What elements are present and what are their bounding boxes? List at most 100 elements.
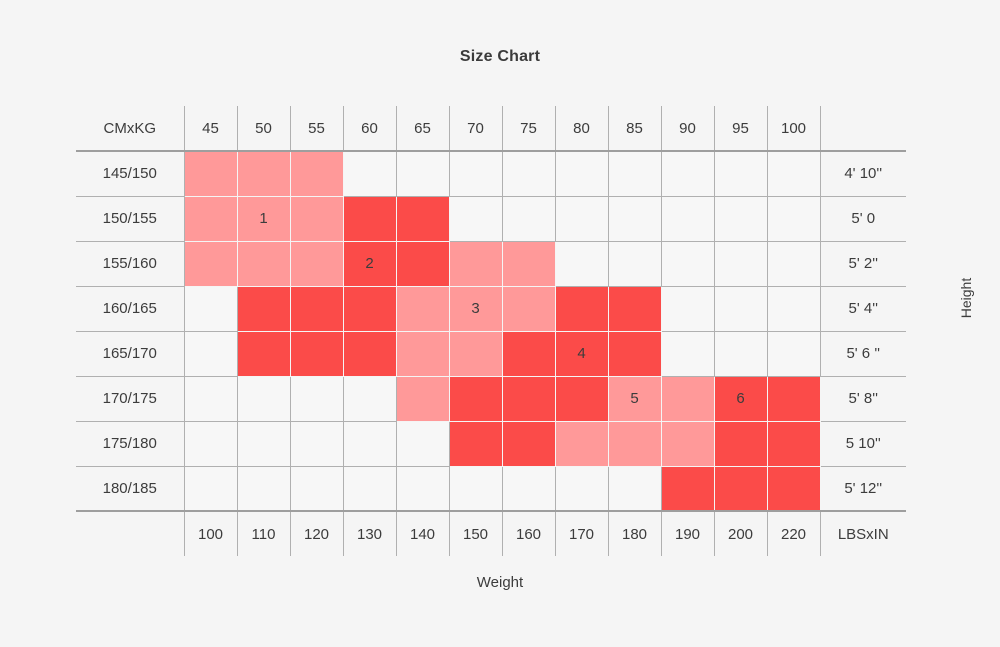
cell-r5-c10: 6 bbox=[714, 376, 767, 421]
cell-r0-c11 bbox=[766, 150, 821, 197]
header-right-spacer bbox=[820, 106, 906, 152]
cell-r6-c10 bbox=[714, 421, 767, 466]
cell-r5-c11 bbox=[767, 376, 820, 421]
cell-r0-c10 bbox=[713, 150, 768, 197]
x-bottom-tick-0: 100 bbox=[183, 510, 238, 556]
cell-r7-c3 bbox=[342, 465, 397, 512]
y-left-tick-2: 155/160 bbox=[76, 240, 185, 287]
x-bottom-tick-8: 180 bbox=[607, 510, 662, 556]
cell-r1-c1: 1 bbox=[237, 196, 290, 241]
corner-label-bottom: LBSxIN bbox=[820, 510, 906, 556]
y-left-tick-6: 175/180 bbox=[76, 420, 185, 467]
cell-r3-c7 bbox=[555, 286, 608, 331]
cell-r1-c7 bbox=[554, 195, 609, 242]
y-left-tick-5: 170/175 bbox=[76, 375, 185, 422]
cell-r2-c6 bbox=[502, 241, 555, 286]
cell-r5-c8: 5 bbox=[608, 376, 661, 421]
cell-r1-c6 bbox=[501, 195, 556, 242]
x-axis-label: Weight bbox=[476, 574, 524, 591]
x-top-tick-8: 85 bbox=[607, 106, 662, 152]
cell-r4-c6 bbox=[502, 331, 555, 376]
cell-r0-c3 bbox=[342, 150, 397, 197]
cell-r3-c10 bbox=[713, 285, 768, 332]
cell-r5-c3 bbox=[342, 375, 397, 422]
cell-r7-c6 bbox=[501, 465, 556, 512]
cell-r3-c1 bbox=[237, 286, 290, 331]
y-right-tick-3: 5' 4'' bbox=[819, 285, 906, 332]
x-top-tick-7: 80 bbox=[554, 106, 609, 152]
cell-r6-c6 bbox=[502, 421, 555, 466]
cell-r3-c5: 3 bbox=[449, 286, 502, 331]
table-row: 175/180 5 10'' bbox=[76, 420, 906, 467]
cell-r6-c9 bbox=[661, 421, 714, 466]
x-top-tick-11: 100 bbox=[766, 106, 821, 152]
cell-r3-c0 bbox=[183, 285, 238, 332]
x-bottom-tick-5: 150 bbox=[448, 510, 503, 556]
cell-r7-c1 bbox=[236, 465, 291, 512]
cell-r2-c4 bbox=[396, 241, 449, 286]
cell-r3-c4 bbox=[396, 286, 449, 331]
cell-r6-c5 bbox=[449, 421, 502, 466]
cell-r0-c4 bbox=[395, 150, 450, 197]
x-top-tick-6: 75 bbox=[501, 106, 556, 152]
cell-r3-c6 bbox=[502, 286, 555, 331]
y-left-tick-4: 165/170 bbox=[76, 330, 185, 377]
y-left-tick-1: 150/155 bbox=[76, 195, 185, 242]
table-header-row: CMxKG 45 50 55 60 65 70 75 80 85 90 95 1… bbox=[76, 106, 906, 152]
table-body: CMxKG 45 50 55 60 65 70 75 80 85 90 95 1… bbox=[76, 106, 906, 556]
cell-r7-c0 bbox=[183, 465, 238, 512]
cell-r6-c7 bbox=[555, 421, 608, 466]
footer-left-spacer bbox=[76, 510, 184, 556]
size-chart-grid: CMxKG 45 50 55 60 65 70 75 80 85 90 95 1… bbox=[76, 106, 906, 556]
cell-r2-c11 bbox=[766, 240, 821, 287]
cell-r6-c2 bbox=[289, 420, 344, 467]
cell-r2-c8 bbox=[607, 240, 662, 287]
cell-r0-c5 bbox=[448, 150, 503, 197]
x-bottom-tick-3: 130 bbox=[342, 510, 397, 556]
x-top-tick-3: 60 bbox=[342, 106, 397, 152]
cell-r5-c7 bbox=[555, 376, 608, 421]
cell-r2-c0 bbox=[184, 241, 237, 286]
cell-r4-c7: 4 bbox=[555, 331, 608, 376]
cell-r0-c1 bbox=[237, 151, 290, 196]
cell-r7-c7 bbox=[554, 465, 609, 512]
x-bottom-tick-11: 220 bbox=[766, 510, 821, 556]
cell-r5-c4 bbox=[396, 376, 449, 421]
x-bottom-tick-9: 190 bbox=[660, 510, 715, 556]
cell-r1-c8 bbox=[607, 195, 662, 242]
cell-r4-c2 bbox=[290, 331, 343, 376]
cell-r5-c0 bbox=[183, 375, 238, 422]
x-top-tick-4: 65 bbox=[395, 106, 450, 152]
cell-r7-c11 bbox=[767, 466, 820, 511]
cell-r3-c8 bbox=[608, 286, 661, 331]
x-top-tick-1: 50 bbox=[236, 106, 291, 152]
cell-r4-c4 bbox=[396, 331, 449, 376]
y-right-tick-0: 4' 10'' bbox=[819, 150, 906, 197]
y-left-tick-7: 180/185 bbox=[76, 465, 185, 512]
page-title: Size Chart bbox=[459, 48, 541, 65]
cell-r1-c3 bbox=[343, 196, 396, 241]
y-right-tick-4: 5' 6 '' bbox=[819, 330, 906, 377]
cell-r6-c0 bbox=[183, 420, 238, 467]
table-row: 180/185 5' 12'' bbox=[76, 465, 906, 512]
cell-r0-c0 bbox=[184, 151, 237, 196]
cell-r5-c2 bbox=[289, 375, 344, 422]
cell-r6-c4 bbox=[395, 420, 450, 467]
corner-label-top: CMxKG bbox=[76, 106, 184, 152]
cell-r4-c10 bbox=[713, 330, 768, 377]
cell-r2-c7 bbox=[554, 240, 609, 287]
size-chart-table: CMxKG 45 50 55 60 65 70 75 80 85 90 95 1… bbox=[76, 106, 906, 556]
cell-r2-c3: 2 bbox=[343, 241, 396, 286]
table-row: 170/175 5 6 5' 8'' bbox=[76, 375, 906, 422]
cell-r7-c5 bbox=[448, 465, 503, 512]
cell-r6-c11 bbox=[767, 421, 820, 466]
x-top-tick-0: 45 bbox=[183, 106, 238, 152]
x-bottom-tick-2: 120 bbox=[289, 510, 344, 556]
cell-r3-c3 bbox=[343, 286, 396, 331]
cell-r6-c3 bbox=[342, 420, 397, 467]
cell-r0-c2 bbox=[290, 151, 343, 196]
cell-r4-c9 bbox=[660, 330, 715, 377]
cell-r3-c11 bbox=[766, 285, 821, 332]
table-row: 160/165 3 5' 4'' bbox=[76, 285, 906, 332]
